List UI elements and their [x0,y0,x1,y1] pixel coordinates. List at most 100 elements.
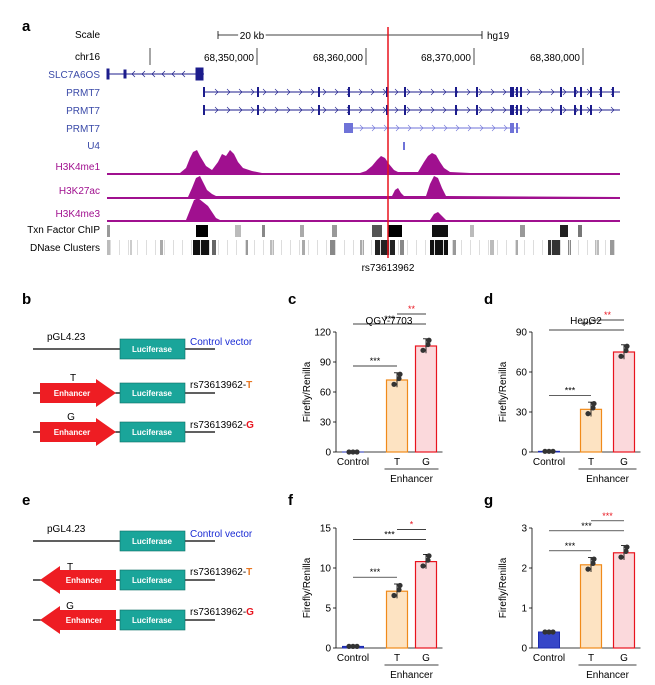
dnase-cluster-block [515,240,518,255]
y-axis-label: Firefly/Renilla [498,361,509,422]
strand-chevron [503,124,508,132]
y-tick-label: 15 [320,524,332,535]
strand-chevron [371,124,376,132]
significance-label: *** [384,530,395,540]
vector-label-b: pGL4.23 [47,332,86,343]
data-point [585,411,591,417]
control-vector-label-e: Control vector [190,529,253,540]
significance-label: * [410,520,414,530]
track-dnase: DNase Clusters [30,243,100,254]
exon-block [574,87,576,97]
exon-block [510,105,512,115]
y-tick-label: 30 [320,418,332,429]
chart-g: Firefly/Renilla 0 1 2 3 Control T G Enhancer *** *… [498,511,641,681]
exon-block [404,105,406,115]
txn-chip-block [560,225,568,237]
strand-chevron [214,88,219,96]
x-tick-label: T [394,457,400,468]
y-tick-label: 90 [320,358,332,369]
exon-block [512,123,514,133]
exon-block [510,87,512,97]
exon-block [580,105,582,115]
exon-block [520,87,522,97]
data-point [624,343,630,349]
group-label: Enhancer [586,474,629,485]
h3k4me3-signal [107,198,620,222]
genome-assembly: hg19 [487,31,510,42]
strand-chevron [383,124,388,132]
exon-block [516,105,518,115]
strand-chevron [274,88,279,96]
data-point [426,553,432,559]
exon-block [512,105,514,115]
dnase-cluster-block [130,240,132,255]
data-point [585,566,591,572]
data-point [618,353,624,359]
strand-chevron [358,106,363,114]
luciferase-box [119,338,186,360]
enhancer-arrow-forward [40,379,116,407]
dnase-cluster-block [263,240,264,255]
luciferase-box [119,421,186,443]
strand-chevron [610,106,615,114]
snp-g-label-e: rs73613962-G [190,607,254,618]
dnase-cluster-track [107,240,615,255]
txn-chip-block [196,225,208,237]
dnase-cluster-block [548,240,560,255]
significance-label: *** [370,567,381,577]
dnase-cluster-block [160,240,163,255]
exon-block [455,87,457,97]
y-tick-label: 10 [320,564,332,575]
strand-chevron [262,106,267,114]
strand-chevron [478,106,483,114]
enhancer-label: Enhancer [54,428,90,437]
data-point [397,582,403,589]
dnase-cluster-block [308,240,309,255]
y-axis-label: Firefly/Renilla [302,557,313,618]
dnase-cluster-block [155,240,156,255]
luciferase-label: Luciferase [132,537,173,546]
exon-block [590,87,592,97]
strand-chevron [550,106,555,114]
track-slc7a6os: SLC7A6OS [48,70,100,81]
y-tick-label: 2 [521,564,527,575]
dnase-cluster-block [146,240,147,255]
strand-chevron [359,124,364,132]
exon-block [386,105,388,115]
data-point [546,629,552,635]
data-point [550,629,556,635]
snp-label: rs73613962 [362,263,415,274]
dnase-cluster-block [430,240,448,255]
exon-block [257,105,259,115]
txn-chip-block [235,225,241,237]
strand-chevron [502,106,507,114]
dnase-cluster-block [375,240,395,255]
allele-g-label-e: G [66,601,74,612]
enhancer-arrow-forward [40,418,116,446]
dnase-cluster-block [317,240,318,255]
panel-letter-e: e [22,492,30,509]
h3k4me1-signal [107,150,620,175]
track-h3k27ac: H3K27ac [59,186,100,197]
x-tick-label: T [394,653,400,664]
txn-chip-block [300,225,304,237]
dnase-cluster-block [587,240,588,255]
strand-chevron [262,88,267,96]
dnase-cluster-block [497,240,498,255]
txn-chip-block [388,225,402,237]
strand-chevron [598,106,603,114]
x-tick-label: G [422,457,430,468]
exon-block [612,87,614,97]
strand-chevron [406,88,411,96]
strand-chevron [334,106,339,114]
dnase-cluster-block [353,240,354,255]
dnase-cluster-block [596,240,597,255]
gene-slc7a6os-model [106,67,204,81]
luciferase-box [119,609,186,631]
exon-block [510,123,512,133]
data-point [542,629,548,635]
y-tick-label: 60 [320,388,332,399]
strand-chevron [430,106,435,114]
dnase-cluster-block [434,240,435,255]
dnase-cluster-block [614,240,615,255]
